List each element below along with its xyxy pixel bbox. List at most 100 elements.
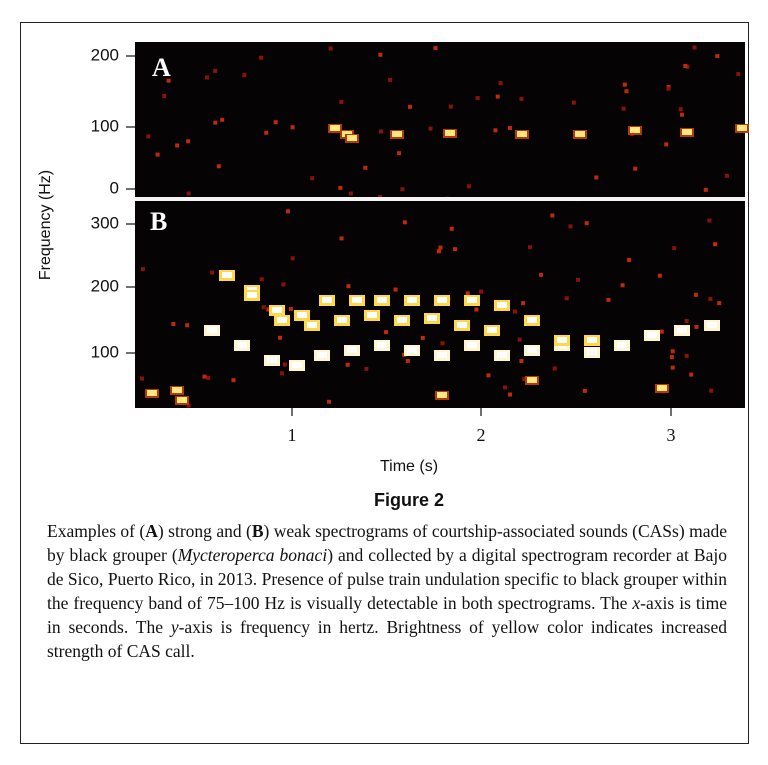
- panel-divider: [135, 197, 745, 201]
- signal-pixel: [377, 297, 387, 303]
- signal-pixel: [207, 327, 217, 333]
- signal-pixel: [467, 297, 477, 303]
- signal-pixel: [497, 352, 507, 358]
- signal-pixel: [283, 363, 287, 367]
- signal-pixel: [621, 283, 625, 287]
- signal-pixel: [519, 97, 523, 101]
- signal-pixel: [693, 45, 697, 49]
- caption-text: Mycteroperca bonaci: [178, 545, 328, 565]
- x-tick-label: 1: [288, 425, 297, 445]
- signal-pixel: [429, 127, 433, 131]
- signal-pixel: [286, 209, 290, 213]
- signal-pixel: [508, 126, 512, 130]
- signal-pixel: [438, 246, 442, 250]
- signal-pixel: [141, 267, 145, 271]
- signal-pixel: [682, 129, 692, 135]
- signal-pixel: [503, 385, 507, 389]
- signal-pixel: [220, 118, 224, 122]
- signal-pixel: [407, 347, 417, 353]
- signal-pixel: [403, 220, 407, 224]
- signal-pixel: [277, 317, 287, 323]
- signal-pixel: [289, 307, 293, 311]
- signal-pixel: [575, 131, 585, 137]
- signal-pixel: [474, 308, 478, 312]
- signal-pixel: [479, 290, 483, 294]
- signal-pixel: [707, 322, 717, 328]
- signal-pixel: [347, 347, 357, 353]
- signal-pixel: [347, 135, 357, 141]
- signal-pixel: [242, 73, 246, 77]
- signal-pixel: [437, 352, 447, 358]
- signal-pixel: [457, 322, 467, 328]
- signal-pixel: [565, 296, 569, 300]
- signal-pixel: [392, 131, 402, 137]
- signal-pixel: [162, 94, 166, 98]
- signal-pixel: [683, 64, 687, 68]
- spectrogram-figure: A B Frequency (Hz) Time (s) Figure 2 200…: [0, 0, 768, 520]
- signal-pixel: [497, 302, 507, 308]
- signal-pixel: [527, 317, 537, 323]
- signal-pixel: [172, 387, 182, 393]
- signal-pixel: [437, 249, 441, 253]
- signal-pixel: [679, 107, 683, 111]
- signal-pixel: [689, 373, 693, 377]
- signal-pixel: [518, 338, 522, 342]
- signal-pixel: [281, 282, 285, 286]
- signal-pixel: [528, 245, 532, 249]
- signal-pixel: [576, 278, 580, 282]
- signal-pixel: [486, 373, 490, 377]
- signal-pixel: [408, 105, 412, 109]
- signal-pixel: [280, 371, 284, 375]
- signal-pixel: [713, 242, 717, 246]
- signal-pixel: [437, 297, 447, 303]
- signal-pixel: [539, 273, 543, 277]
- signal-pixel: [717, 301, 721, 305]
- figure-title: Figure 2: [374, 490, 444, 510]
- signal-pixel: [587, 349, 597, 355]
- y-tick-label: 300: [91, 213, 119, 232]
- signal-pixel: [397, 317, 407, 323]
- signal-pixel: [146, 134, 150, 138]
- signal-pixel: [450, 227, 454, 231]
- signal-pixel: [670, 355, 674, 359]
- y-tick-label: 200: [91, 276, 119, 295]
- signal-pixel: [527, 377, 537, 383]
- signal-pixel: [508, 392, 512, 396]
- signal-pixel: [737, 125, 747, 131]
- caption-text: A: [145, 521, 158, 541]
- y-tick-label: 100: [91, 116, 119, 135]
- signal-pixel: [671, 366, 675, 370]
- signal-pixel: [213, 69, 217, 73]
- signal-pixel: [297, 312, 307, 318]
- caption-text: ) strong and (: [158, 521, 252, 541]
- signal-pixel: [379, 130, 383, 134]
- signal-pixel: [278, 336, 282, 340]
- signal-pixel: [657, 385, 667, 391]
- x-tick-label: 3: [667, 425, 676, 445]
- signal-pixel: [557, 337, 567, 343]
- y-tick-label: 100: [91, 342, 119, 361]
- signal-pixel: [187, 191, 191, 195]
- signal-pixel: [708, 297, 712, 301]
- signal-pixel: [466, 291, 470, 295]
- signal-pixel: [185, 323, 189, 327]
- signal-pixel: [274, 120, 278, 124]
- signal-pixel: [352, 297, 362, 303]
- signal-pixel: [594, 175, 598, 179]
- signal-pixel: [338, 186, 342, 190]
- signal-pixel: [633, 167, 637, 171]
- signal-pixel: [694, 293, 698, 297]
- signal-pixel: [322, 297, 332, 303]
- signal-pixel: [231, 378, 235, 382]
- signal-pixel: [292, 362, 302, 368]
- signal-pixel: [427, 315, 437, 321]
- signal-pixel: [310, 176, 314, 180]
- signal-pixel: [568, 224, 572, 228]
- signal-pixel: [384, 330, 388, 334]
- signal-pixel: [406, 359, 410, 363]
- caption-text: x: [632, 593, 640, 613]
- signal-pixel: [467, 342, 477, 348]
- signal-pixel: [715, 54, 719, 58]
- signal-pixel: [340, 236, 344, 240]
- signal-pixel: [264, 131, 268, 135]
